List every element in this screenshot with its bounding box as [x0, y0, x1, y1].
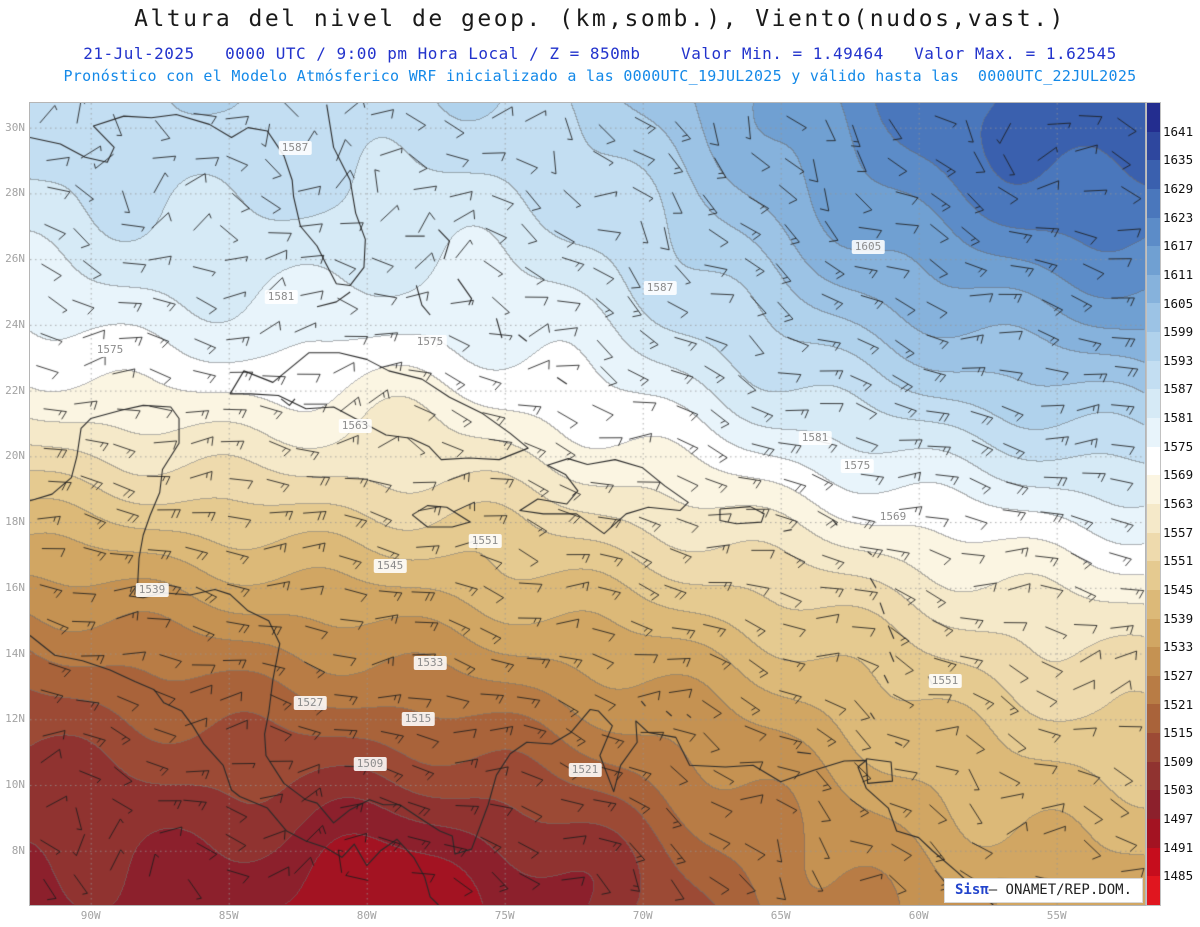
- colorbar-label: 1533: [1163, 639, 1194, 655]
- lon-tick-label: 60W: [908, 909, 929, 922]
- colorbar-label: 1485: [1163, 868, 1194, 884]
- colorbar-label: 1551: [1163, 553, 1194, 569]
- lon-tick-label: 85W: [218, 909, 239, 922]
- lat-tick-label: 20N: [5, 449, 25, 463]
- colorbar-label: 1503: [1163, 782, 1194, 798]
- colorbar-segment: [1147, 188, 1160, 218]
- colorbar-segment: [1147, 131, 1160, 161]
- colorbar-label: 1593: [1163, 352, 1194, 368]
- colorbar-label: 1569: [1163, 467, 1194, 483]
- lat-tick-label: 12N: [5, 712, 25, 726]
- colorbar-segment: [1147, 532, 1160, 562]
- colorbar-label: 1497: [1163, 811, 1194, 827]
- colorbar-label: 1545: [1163, 581, 1194, 597]
- colorbar-segment: [1147, 618, 1160, 648]
- lat-tick-label: 14N: [5, 646, 25, 660]
- colorbar-segment: [1147, 246, 1160, 275]
- colorbar-label: 1611: [1163, 266, 1194, 282]
- lon-tick-label: 90W: [80, 909, 101, 922]
- colorbar-segment: [1147, 103, 1160, 132]
- lon-tick-label: 75W: [494, 909, 515, 922]
- longitude-axis: 90W 85W 80W 75W 70W 65W 60W 55W: [30, 906, 1145, 926]
- colorbar-segment: [1147, 647, 1160, 676]
- colorbar-segment: [1147, 761, 1160, 791]
- colorbar-label: 1527: [1163, 667, 1194, 683]
- colorbar-label: 1623: [1163, 209, 1194, 225]
- colorbar-label: 1635: [1163, 152, 1194, 168]
- colorbar-labels: 1641 1635 1629 1623 1617 1611 1605 1599 1593 1587…: [1163, 103, 1199, 905]
- colorbar-segment: [1147, 733, 1160, 762]
- colorbar-segment: [1147, 389, 1160, 419]
- colorbar-label: 1575: [1163, 438, 1194, 454]
- colorbar-label: 1629: [1163, 180, 1194, 196]
- colorbar-segment: [1147, 704, 1160, 734]
- lat-tick-label: 18N: [5, 515, 25, 529]
- lon-tick-label: 80W: [356, 909, 377, 922]
- weather-map-canvas: [30, 103, 1145, 905]
- colorbar-segment: [1147, 332, 1160, 361]
- colorbar-segment: [1147, 446, 1160, 476]
- colorbar-segment: [1147, 675, 1160, 705]
- lat-tick-label: 16N: [5, 580, 25, 594]
- lat-tick-label: 24N: [5, 317, 25, 331]
- colorbar-segment: [1147, 360, 1160, 390]
- map-area: 1587 1605 1587 1581 1575 1575 1563 1581 1575 1569…: [29, 102, 1146, 906]
- colorbar-segment: [1147, 589, 1160, 619]
- colorbar-label: 1581: [1163, 410, 1194, 426]
- lat-tick-label: 28N: [5, 186, 25, 200]
- colorbar: [1146, 102, 1161, 906]
- colorbar-label: 1521: [1163, 696, 1194, 712]
- colorbar-label: 1491: [1163, 839, 1194, 855]
- colorbar-label: 1557: [1163, 524, 1194, 540]
- colorbar-segment: [1147, 561, 1160, 590]
- colorbar-label: 1509: [1163, 753, 1194, 769]
- colorbar-segment: [1147, 274, 1160, 304]
- colorbar-label: 1539: [1163, 610, 1194, 626]
- colorbar-segment: [1147, 819, 1160, 848]
- colorbar-label: 1587: [1163, 381, 1194, 397]
- colorbar-segment: [1147, 418, 1160, 447]
- colorbar-segment: [1147, 303, 1160, 333]
- colorbar-segment: [1147, 847, 1160, 877]
- colorbar-segment: [1147, 217, 1160, 247]
- lat-tick-label: 10N: [5, 778, 25, 792]
- colorbar-label: 1617: [1163, 238, 1194, 254]
- credit-brand: Sisπ: [954, 882, 989, 898]
- lon-tick-label: 65W: [770, 909, 791, 922]
- colorbar-segment: [1147, 503, 1160, 533]
- colorbar-segment: [1147, 160, 1160, 189]
- colorbar-segment: [1147, 790, 1160, 820]
- colorbar-label: 1599: [1163, 324, 1194, 340]
- colorbar-label: 1641: [1163, 123, 1194, 139]
- colorbar-segment: [1147, 475, 1160, 504]
- lat-tick-label: 8N: [11, 843, 25, 857]
- latitude-axis: 30N 28N 26N 24N 22N 20N 18N 16N 14N 12N 10N 8N: [0, 103, 27, 905]
- colorbar-label: 1563: [1163, 496, 1194, 511]
- credit-box: Sisπ— ONAMET/REP.DOM.: [943, 878, 1143, 903]
- lat-tick-label: 26N: [5, 252, 25, 266]
- lat-tick-label: 22N: [5, 383, 25, 397]
- colorbar-segment: [1147, 876, 1160, 905]
- lon-tick-label: 55W: [1046, 909, 1067, 922]
- credit-text: — ONAMET/REP.DOM.: [988, 882, 1132, 898]
- colorbar-label: 1515: [1163, 725, 1194, 741]
- chart-subtitle-model: Pronóstico con el Modelo Atmósferico WRF…: [63, 67, 1137, 85]
- lon-tick-label: 70W: [632, 909, 653, 922]
- lat-tick-label: 30N: [5, 120, 25, 134]
- chart-subtitle-validtime: 21-Jul-2025 0000 UTC / 9:00 pm Hora Loca…: [83, 44, 1117, 63]
- chart-title: Altura del nivel de geop. (km,somb.), Vi…: [134, 6, 1066, 32]
- colorbar-label: 1605: [1163, 295, 1194, 311]
